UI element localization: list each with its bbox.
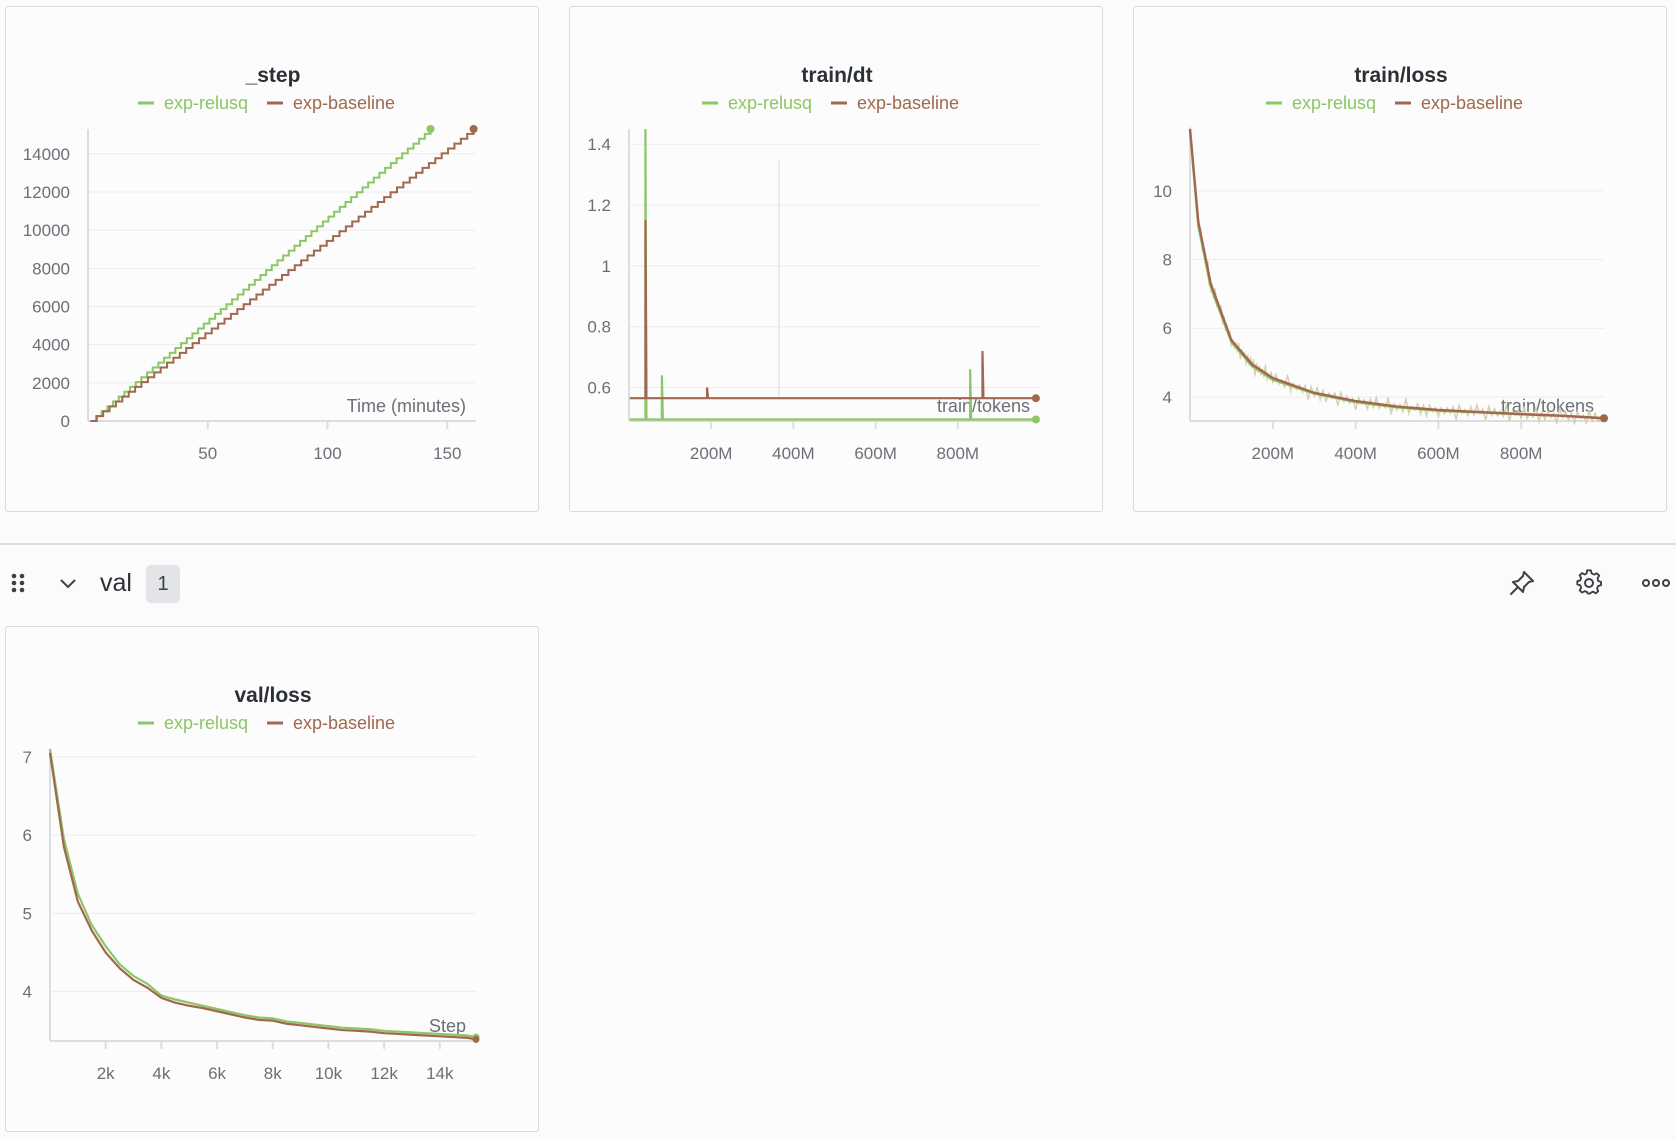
series-endpoint-exp-baseline [1031, 394, 1040, 403]
x-axis-label: Time (minutes) [347, 396, 466, 416]
chart-panel-step[interactable]: _step exp-relusq exp-baseline 0 2000 4000 6000… [5, 6, 539, 512]
y-tick-label: 7 [23, 748, 32, 767]
y-tick-label: 1.2 [587, 196, 611, 215]
x-tick-label: 12k [370, 1064, 398, 1083]
chart-title: val/loss [234, 684, 311, 707]
x-tick-label: 400M [772, 444, 815, 463]
chart-step: _step exp-relusq exp-baseline 0 2000 4000 6000… [23, 64, 478, 463]
section-header-val: val 1 [0, 558, 1676, 608]
chart-title: _step [245, 64, 301, 87]
x-tick-label: 200M [1252, 444, 1295, 463]
series-line-exp-relusq [90, 129, 432, 422]
drag-handle-icon[interactable] [8, 570, 28, 596]
y-tick-label: 6000 [32, 297, 70, 316]
y-tick-label: 4000 [32, 336, 70, 355]
y-tick-label: 12000 [23, 183, 70, 202]
x-tick-label: 6k [208, 1064, 226, 1083]
legend-label: exp-relusq [164, 713, 248, 733]
series-noise-exp-relusq [1189, 127, 1602, 425]
y-tick-label: 10 [1153, 182, 1172, 201]
section-divider [0, 543, 1676, 545]
chart-panel-val-loss[interactable]: val/loss exp-relusq exp-baseline 4 5 6 7 2k 4k 6k… [5, 626, 539, 1132]
y-tick-label: 0 [61, 412, 70, 431]
chart-train-dt: train/dt exp-relusq exp-baseline 0.6 0.8 1 1.2… [587, 64, 1040, 463]
series-noise-exp-baseline [1189, 128, 1602, 426]
legend-label: exp-relusq [164, 93, 248, 113]
series-line-exp-baseline [629, 220, 1036, 400]
x-tick-label: 400M [1334, 444, 1377, 463]
y-tick-label: 8000 [32, 259, 70, 278]
x-tick-label: 600M [854, 444, 897, 463]
series-endpoint-exp-baseline [472, 1035, 480, 1043]
y-tick-label: 14000 [23, 145, 70, 164]
y-tick-label: 4 [1163, 388, 1172, 407]
chart-panel-train-loss[interactable]: train/loss exp-relusq exp-baseline 4 6 8 10 200… [1133, 6, 1667, 512]
legend-label: exp-relusq [1292, 93, 1376, 113]
y-tick-label: 5 [23, 904, 32, 923]
chevron-down-icon[interactable] [56, 570, 80, 596]
series-line-exp-relusq [1188, 128, 1605, 420]
y-tick-label: 1.4 [587, 135, 611, 154]
y-tick-label: 4 [23, 983, 32, 1002]
series-line-exp-relusq [48, 748, 477, 1039]
gear-icon[interactable] [1573, 567, 1605, 599]
series-endpoint-exp-baseline [469, 125, 478, 133]
x-tick-label: 200M [690, 444, 733, 463]
y-tick-label: 8 [1163, 251, 1172, 270]
y-tick-label: 10000 [23, 221, 70, 240]
series-line-exp-relusq [629, 128, 1036, 421]
chart-title: train/loss [1354, 64, 1447, 87]
series-endpoint-exp-baseline [1600, 414, 1608, 423]
chart-val-loss: val/loss exp-relusq exp-baseline 4 5 6 7 2k 4k 6k… [23, 684, 480, 1083]
x-axis-label: train/tokens [937, 396, 1030, 416]
series-endpoint-exp-relusq [1031, 415, 1040, 424]
x-tick-label: 4k [152, 1064, 170, 1083]
series-line-exp-baseline [48, 752, 477, 1041]
x-tick-label: 2k [97, 1064, 115, 1083]
series-line-exp-baseline [90, 129, 475, 422]
more-horizontal-icon[interactable] [1640, 567, 1672, 599]
chart-train-loss: train/loss exp-relusq exp-baseline 4 6 8 10 200… [1153, 64, 1608, 463]
chart-panel-train-dt[interactable]: train/dt exp-relusq exp-baseline 0.6 0.8 1 1.2… [569, 6, 1103, 512]
x-tick-label: 800M [937, 444, 980, 463]
y-tick-label: 0.6 [587, 379, 611, 398]
y-tick-label: 6 [23, 826, 32, 845]
x-tick-label: 150 [433, 444, 461, 463]
x-tick-label: 800M [1500, 444, 1543, 463]
series-line-exp-baseline [1188, 128, 1605, 420]
x-tick-label: 8k [264, 1064, 282, 1083]
x-tick-label: 10k [315, 1064, 343, 1083]
y-tick-label: 1 [602, 257, 611, 276]
legend-label: exp-baseline [293, 93, 395, 113]
x-axis-label: Step [429, 1016, 466, 1036]
x-tick-label: 50 [198, 444, 217, 463]
section-count-badge: 1 [146, 565, 180, 603]
legend-label: exp-baseline [293, 713, 395, 733]
y-tick-label: 0.8 [587, 318, 611, 337]
legend-label: exp-relusq [728, 93, 812, 113]
chart-title: train/dt [801, 64, 872, 87]
y-tick-label: 6 [1163, 319, 1172, 338]
y-tick-label: 2000 [32, 374, 70, 393]
series-endpoint-exp-relusq [426, 125, 435, 133]
x-tick-label: 600M [1417, 444, 1460, 463]
section-title[interactable]: val [100, 568, 132, 597]
x-tick-label: 14k [426, 1064, 454, 1083]
pin-icon[interactable] [1506, 567, 1538, 599]
legend-label: exp-baseline [1421, 93, 1523, 113]
x-tick-label: 100 [313, 444, 341, 463]
legend-label: exp-baseline [857, 93, 959, 113]
